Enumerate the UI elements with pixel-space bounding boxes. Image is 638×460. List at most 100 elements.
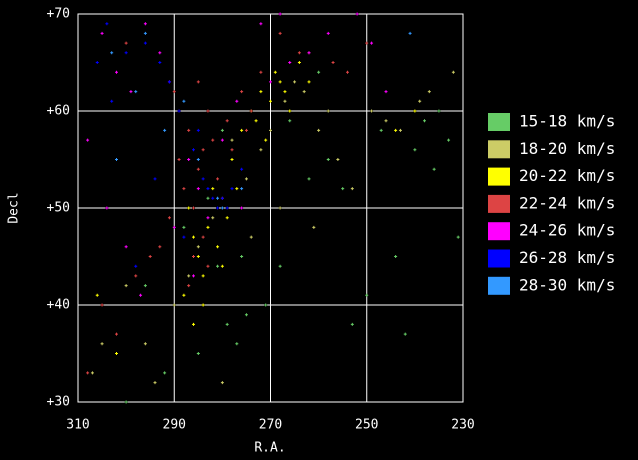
data-point: [240, 187, 244, 191]
legend-label: 24-26 km/s: [519, 221, 615, 240]
data-point: [86, 138, 90, 142]
data-point: [196, 80, 200, 84]
data-point: [124, 51, 128, 55]
y-tick-label: +50: [47, 201, 70, 216]
data-point: [192, 255, 195, 258]
data-point: [187, 274, 191, 278]
data-point: [187, 284, 191, 288]
data-point: [307, 80, 311, 84]
data-point: [244, 177, 248, 181]
legend-label: 18-20 km/s: [519, 139, 615, 158]
data-point: [143, 342, 147, 346]
legend-swatch: [488, 276, 510, 295]
data-point: [206, 264, 210, 268]
data-point: [216, 177, 220, 181]
data-point: [211, 187, 215, 191]
data-point: [297, 51, 301, 55]
data-point: [240, 167, 244, 171]
data-point: [134, 90, 138, 94]
data-point: [196, 167, 200, 171]
data-point: [220, 128, 224, 132]
data-point: [110, 99, 114, 103]
data-point: [143, 284, 147, 288]
data-point: [172, 90, 176, 94]
data-point: [432, 167, 436, 171]
data-point: [264, 138, 268, 142]
data-point: [110, 51, 114, 55]
data-point: [317, 70, 321, 74]
data-point: [394, 255, 398, 258]
data-point: [447, 138, 451, 142]
y-axis-label: Decl: [7, 192, 22, 223]
data-point: [240, 90, 244, 94]
data-point: [100, 31, 104, 35]
data-point: [158, 61, 162, 64]
data-point: [244, 313, 248, 317]
data-point: [398, 128, 402, 132]
data-point: [240, 206, 244, 210]
data-point: [129, 90, 133, 94]
x-tick-label: 290: [163, 418, 186, 433]
data-point: [177, 158, 181, 161]
data-point: [153, 381, 157, 385]
x-tick-label: 270: [259, 418, 282, 433]
legend-swatch: [488, 222, 510, 241]
data-point: [196, 187, 200, 191]
data-point: [100, 342, 104, 346]
data-point: [201, 148, 205, 152]
data-point: [288, 119, 292, 123]
data-point: [259, 22, 263, 26]
data-point: [240, 128, 244, 132]
data-point: [326, 158, 330, 161]
data-point: [302, 90, 306, 94]
data-point: [249, 109, 253, 113]
data-point: [394, 128, 398, 132]
data-point: [365, 41, 369, 45]
data-point: [235, 342, 239, 346]
data-point: [220, 206, 224, 210]
data-point: [331, 61, 335, 64]
data-point: [297, 61, 301, 64]
data-point: [235, 99, 239, 103]
data-point: [158, 51, 162, 55]
data-point: [134, 264, 138, 268]
data-point: [182, 187, 186, 191]
data-point: [384, 90, 388, 94]
data-point: [206, 109, 210, 113]
data-point: [182, 235, 186, 239]
data-point: [196, 128, 200, 132]
data-point: [451, 70, 455, 74]
data-point: [105, 22, 109, 26]
data-point: [187, 158, 191, 161]
data-point: [201, 235, 205, 239]
legend-label: 22-24 km/s: [519, 193, 615, 212]
data-point: [124, 245, 128, 249]
data-point: [182, 225, 186, 229]
data-point: [201, 274, 205, 278]
legend-swatch: [488, 113, 510, 131]
legend-label: 20-22 km/s: [519, 166, 615, 185]
data-point: [211, 196, 215, 200]
data-point: [326, 31, 330, 35]
data-point: [230, 148, 234, 152]
data-point: [216, 245, 220, 249]
data-point: [437, 109, 441, 113]
data-point: [269, 128, 272, 132]
data-point: [192, 148, 195, 152]
data-point: [177, 109, 181, 113]
data-point: [124, 400, 128, 404]
data-point: [259, 90, 263, 94]
data-point: [336, 158, 340, 161]
data-point: [355, 12, 359, 16]
data-point: [211, 216, 215, 220]
data-point: [134, 274, 138, 278]
data-point: [115, 352, 118, 355]
data-point: [105, 206, 109, 210]
data-point: [158, 245, 162, 249]
data-point: [307, 177, 311, 181]
data-point: [230, 187, 234, 191]
data-point: [220, 381, 224, 385]
legend-swatch: [488, 167, 510, 186]
data-point: [192, 235, 195, 239]
data-point: [172, 225, 176, 229]
